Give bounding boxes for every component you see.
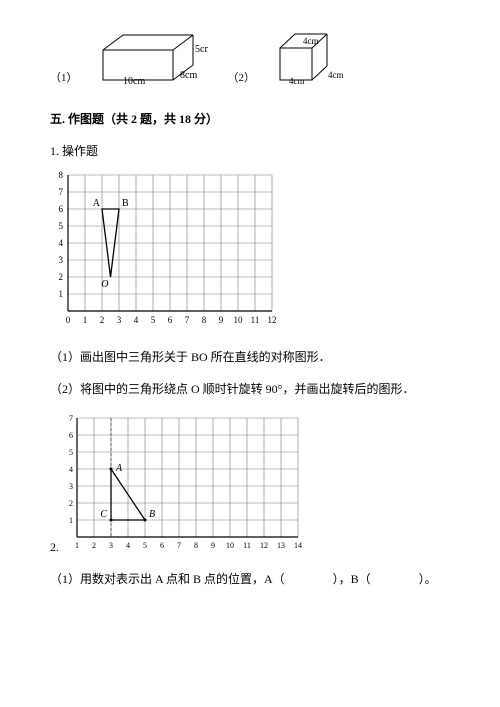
svg-text:7: 7 — [185, 315, 190, 325]
svg-text:2: 2 — [92, 541, 96, 550]
svg-text:3: 3 — [59, 255, 64, 265]
prism2-d: 4cm — [328, 70, 344, 80]
q2-grid: 12345678910111213141234567ABC — [63, 412, 304, 551]
svg-text:9: 9 — [211, 541, 215, 550]
svg-text:1: 1 — [69, 516, 73, 525]
svg-text:4: 4 — [126, 541, 130, 550]
svg-text:1: 1 — [83, 315, 88, 325]
svg-text:B: B — [149, 509, 155, 520]
svg-text:8: 8 — [194, 541, 198, 550]
svg-text:14: 14 — [294, 541, 302, 550]
svg-text:4: 4 — [134, 315, 139, 325]
svg-text:4: 4 — [69, 465, 73, 474]
svg-text:5: 5 — [59, 221, 64, 231]
svg-text:4: 4 — [59, 238, 64, 248]
svg-text:1: 1 — [59, 289, 64, 299]
svg-text:A: A — [115, 463, 123, 474]
svg-text:6: 6 — [168, 315, 173, 325]
svg-text:7: 7 — [177, 541, 181, 550]
svg-text:6: 6 — [59, 204, 64, 214]
svg-text:3: 3 — [117, 315, 122, 325]
svg-text:9: 9 — [219, 315, 224, 325]
prism1-d: 8cm — [180, 70, 197, 81]
svg-text:7: 7 — [69, 414, 73, 423]
prism2-h: 4cm — [303, 36, 319, 46]
prism2-label: （2） — [228, 69, 256, 85]
q1-sub1: （1）画出图中三角形关于 BO 所在直线的对称图形． — [50, 348, 450, 365]
svg-text:3: 3 — [69, 482, 73, 491]
prism1-svg: 5cm 8cm 10cm — [98, 30, 208, 85]
svg-text:8: 8 — [59, 170, 64, 180]
svg-text:2: 2 — [59, 272, 64, 282]
svg-text:5: 5 — [143, 541, 147, 550]
svg-text:5: 5 — [151, 315, 156, 325]
svg-text:6: 6 — [160, 541, 164, 550]
svg-text:13: 13 — [277, 541, 285, 550]
q1-sub2: （2）将图中的三角形绕点 O 顺时针旋转 90°，并画出旋转后的图形． — [50, 380, 450, 397]
svg-text:1: 1 — [75, 541, 79, 550]
svg-text:3: 3 — [109, 541, 113, 550]
svg-text:10: 10 — [226, 541, 234, 550]
svg-text:11: 11 — [251, 315, 260, 325]
prism1-w: 10cm — [123, 76, 145, 85]
svg-text:6: 6 — [69, 431, 73, 440]
svg-text:O: O — [101, 279, 108, 290]
prism2-svg: 4cm 4cm 4cm — [275, 30, 345, 85]
q2-row: 2. 12345678910111213141234567ABC — [50, 412, 450, 555]
svg-text:7: 7 — [59, 187, 64, 197]
svg-text:5: 5 — [69, 448, 73, 457]
svg-text:A: A — [93, 198, 101, 209]
q1-grid: 012345678910111212345678ABO — [50, 169, 278, 329]
svg-text:2: 2 — [100, 315, 105, 325]
q2-grid-wrap: 12345678910111213141234567ABC — [63, 412, 304, 555]
svg-text:10: 10 — [234, 315, 244, 325]
svg-text:12: 12 — [268, 315, 277, 325]
svg-text:8: 8 — [202, 315, 207, 325]
svg-text:11: 11 — [243, 541, 251, 550]
q2-num: 2. — [50, 540, 59, 555]
q1-text: 1. 操作题 — [50, 142, 450, 159]
q2-sub1: （1）用数对表示出 A 点和 B 点的位置，A（ ），B（ ）。 — [50, 570, 450, 587]
q1-grid-wrap: 012345678910111212345678ABO — [50, 169, 450, 333]
prism2-w: 4cm — [289, 76, 305, 85]
prism1-h: 5cm — [195, 44, 208, 55]
section-title: 五. 作图题（共 2 题，共 18 分） — [50, 110, 450, 127]
svg-text:2: 2 — [69, 499, 73, 508]
svg-text:12: 12 — [260, 541, 268, 550]
prism1-label: （1） — [50, 69, 78, 85]
svg-text:B: B — [122, 198, 129, 209]
prism-row: （1） 5cm 8cm 10cm （2） 4cm 4cm 4cm — [50, 30, 450, 85]
svg-text:C: C — [100, 509, 107, 520]
svg-text:0: 0 — [66, 315, 71, 325]
